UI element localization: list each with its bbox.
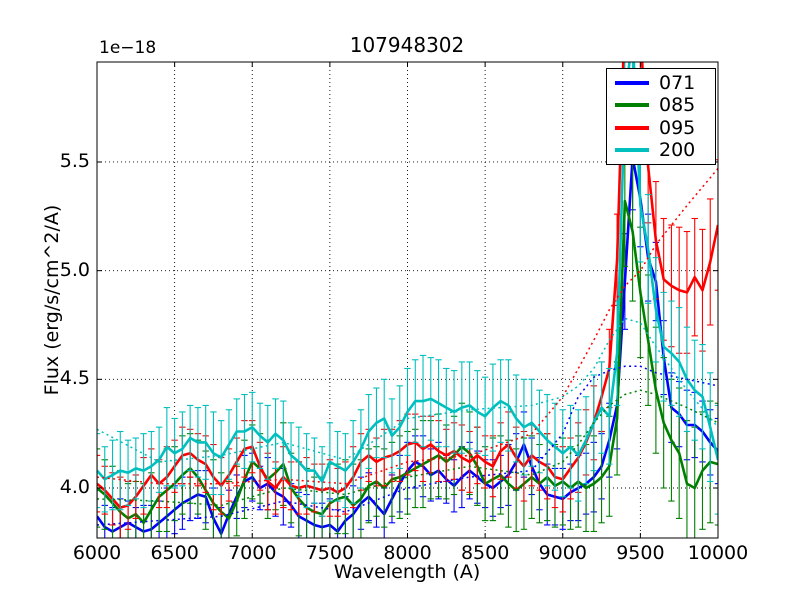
legend-label: 071 (659, 72, 696, 95)
y-axis-offset-factor: 1e−18 (99, 38, 157, 58)
model-line-200-model (97, 317, 718, 463)
x-tick-label-7000: 7000 (228, 542, 277, 564)
legend-box: 071 085 095 200 (606, 68, 716, 165)
x-tick-label-9000: 9000 (538, 542, 587, 564)
plot-area (97, 62, 718, 538)
legend-label: 085 (659, 94, 696, 117)
y-tick-label-4.5: 4.5 (59, 367, 90, 390)
model-line-085-model (97, 389, 718, 507)
y-tick-label-5.0: 5.0 (59, 258, 90, 281)
x-tick-label-9500: 9500 (616, 542, 665, 564)
model-line-071-model (97, 365, 718, 526)
legend-entry-071: 071 (615, 72, 715, 94)
legend-line-sample-200 (615, 147, 649, 152)
x-tick-label-10000: 10000 (687, 542, 749, 564)
legend-entry-085: 085 (615, 94, 715, 116)
legend-line-sample-095 (615, 125, 649, 130)
legend-line-sample-085 (615, 103, 649, 108)
x-axis-label: Wavelength (A) (333, 561, 481, 583)
axes-frame (96, 61, 719, 539)
x-tick-label-6500: 6500 (150, 542, 199, 564)
series-085 (97, 135, 718, 538)
x-tick-label-8500: 8500 (460, 542, 510, 564)
y-tick-label-4.0: 4.0 (59, 476, 90, 498)
x-tick-label-7500: 7500 (305, 542, 355, 564)
series-200 (97, 62, 718, 517)
legend-entry-095: 095 (615, 117, 715, 139)
page-title: 107948302 (349, 33, 465, 57)
x-tick-label-8000: 8000 (383, 542, 432, 564)
y-tick-label-5.5: 5.5 (59, 149, 90, 172)
series-line-200 (97, 62, 718, 483)
legend-label: 200 (659, 138, 696, 161)
legend-line-sample-071 (615, 81, 649, 86)
legend-entry-200: 200 (615, 139, 715, 161)
legend-label: 095 (659, 116, 696, 139)
x-tick-label-6000: 6000 (72, 542, 122, 564)
